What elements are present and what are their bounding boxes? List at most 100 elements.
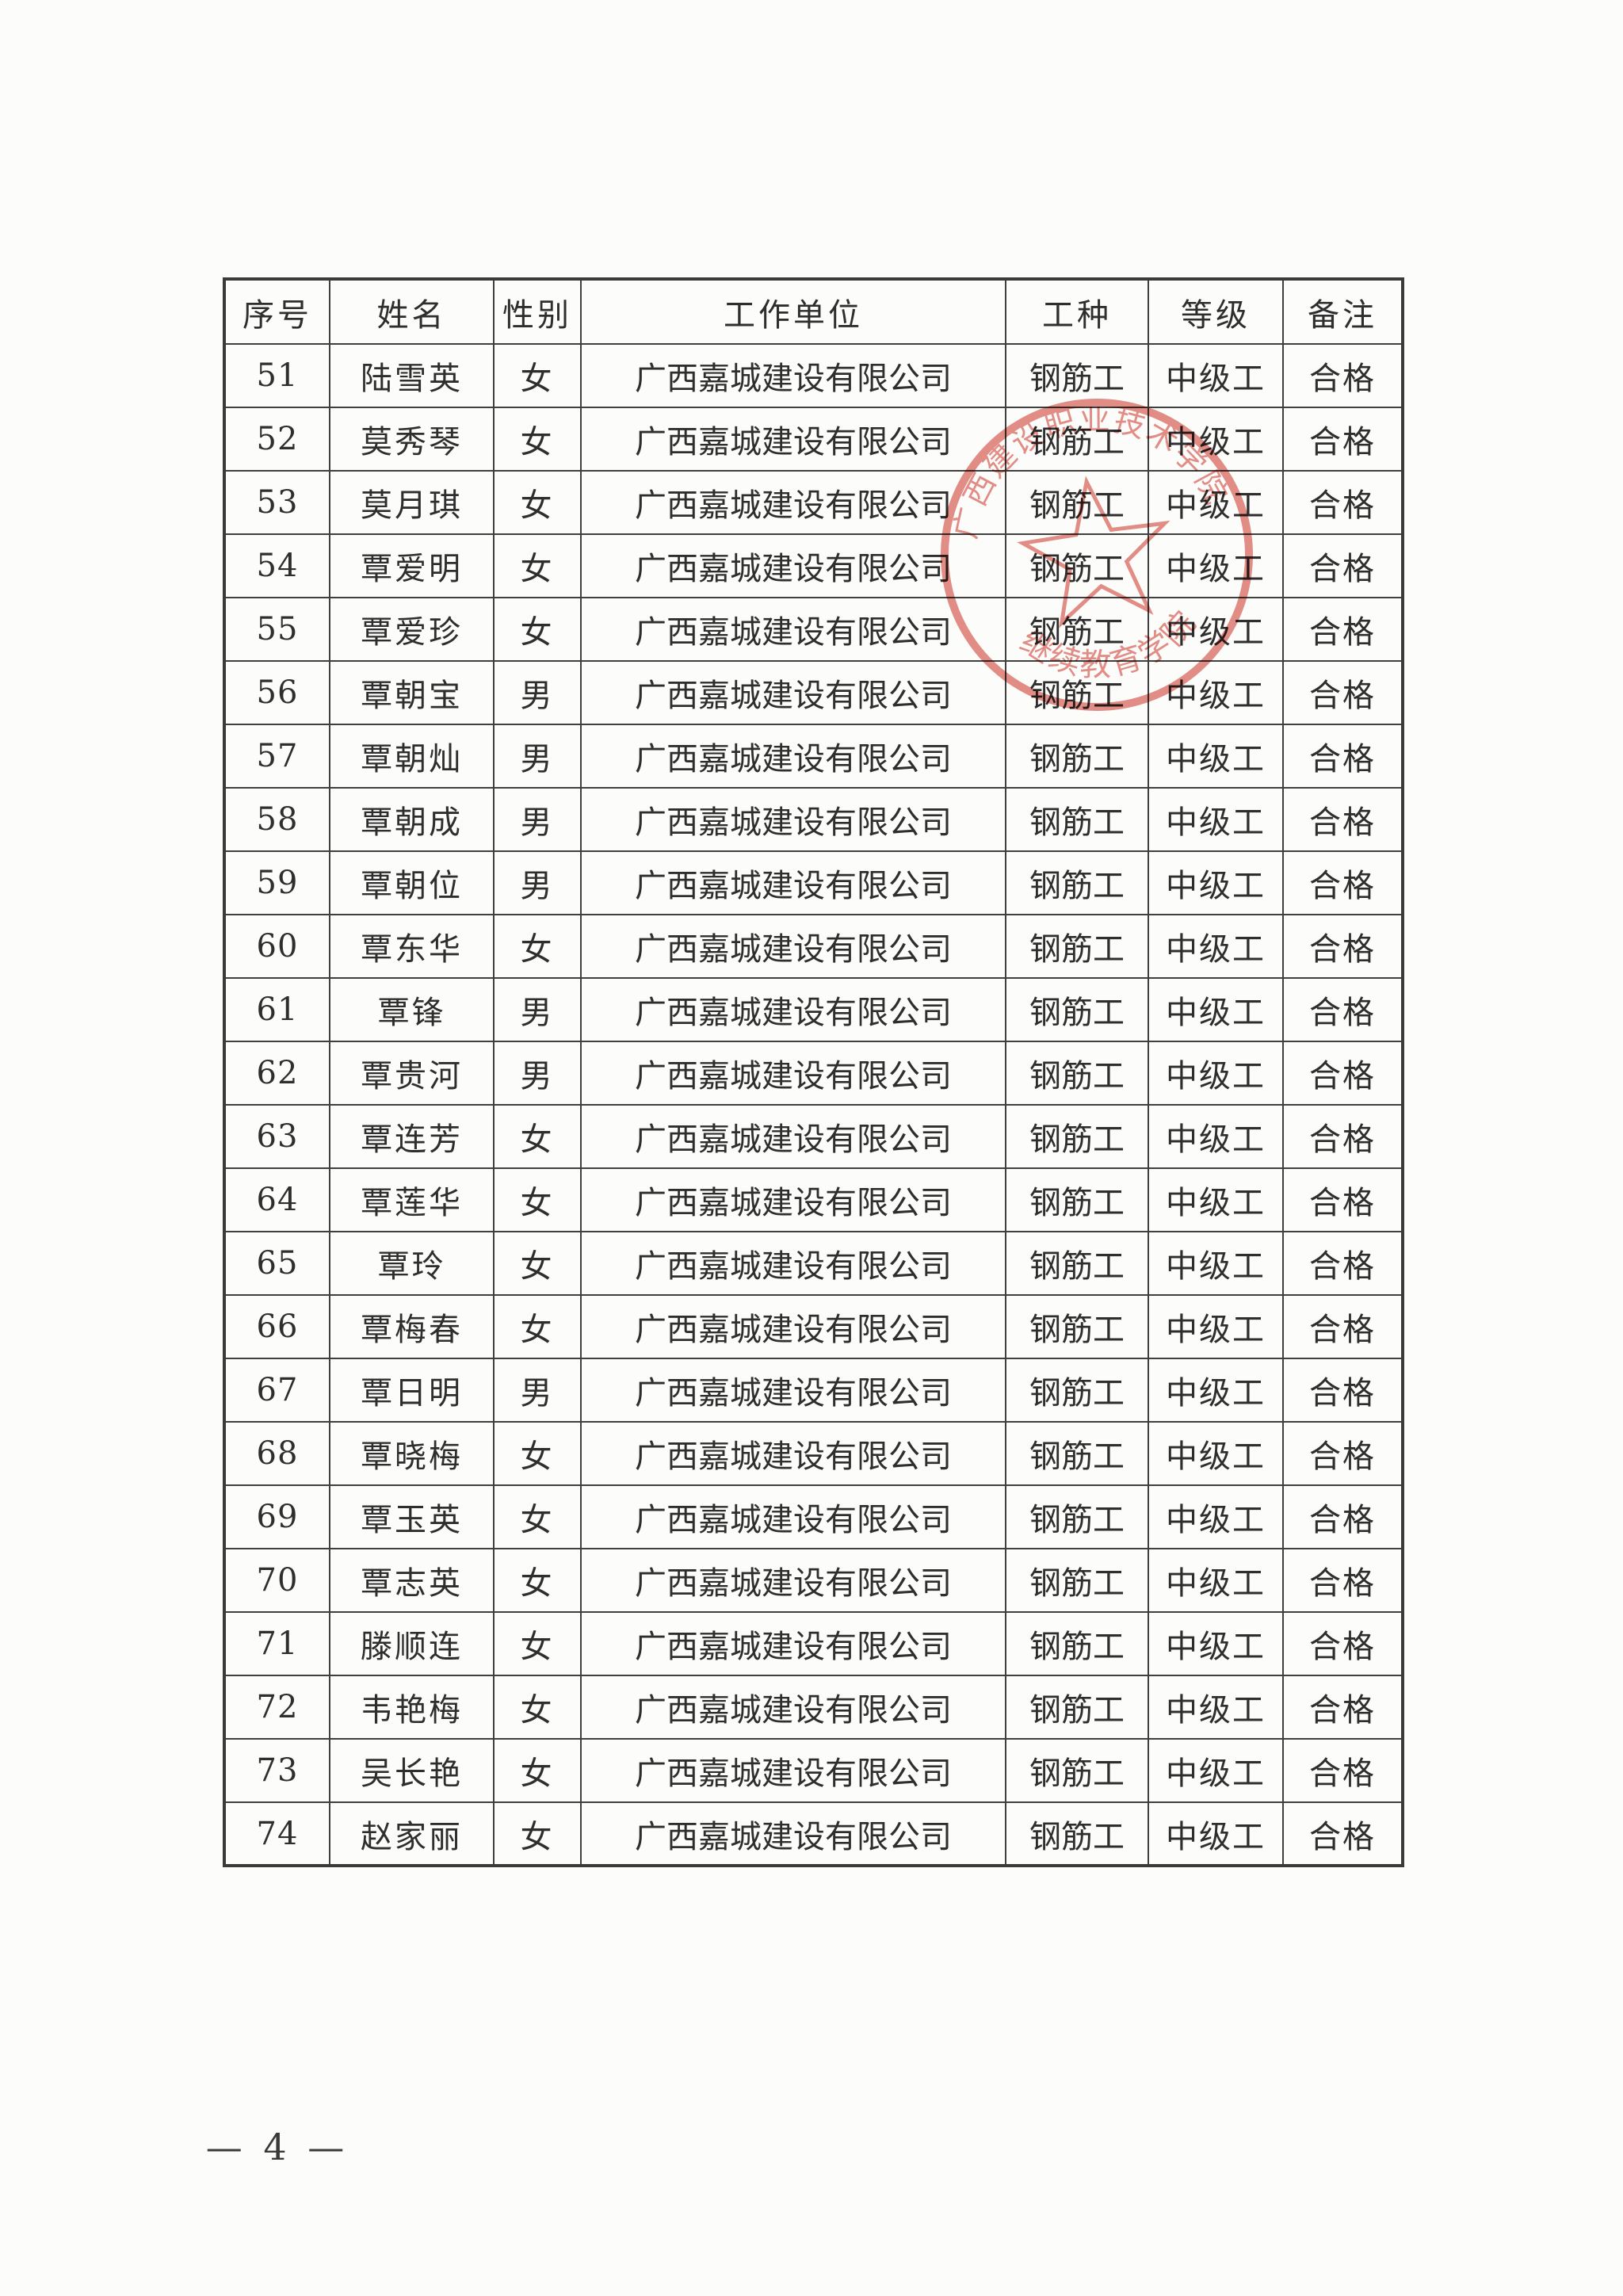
cell-gender: 男 xyxy=(493,724,582,789)
cell-remark: 合格 xyxy=(1282,1167,1403,1232)
table-row: 67 覃日明男广西嘉城建设有限公司 钢筋工 中级工 合格 xyxy=(223,1358,1403,1423)
cell-job-type: 钢筋工 xyxy=(1005,470,1149,535)
cell-gender: 女 xyxy=(493,1231,582,1296)
cell-no: 53 xyxy=(223,470,330,535)
table-row: 57 覃朝灿男广西嘉城建设有限公司 钢筋工 中级工 合格 xyxy=(223,724,1403,789)
cell-gender: 女 xyxy=(493,1167,582,1232)
cell-grade: 中级工 xyxy=(1148,1104,1284,1169)
table-row: 51 陆雪英女广西嘉城建设有限公司 钢筋工 中级工 合格 xyxy=(223,343,1403,408)
cell-name: 覃玲 xyxy=(329,1231,495,1296)
cell-grade: 中级工 xyxy=(1148,1231,1284,1296)
cell-name: 赵家丽 xyxy=(329,1801,495,1866)
page-number: — 4 — xyxy=(205,2126,349,2168)
table-row: 66 覃梅春女广西嘉城建设有限公司 钢筋工 中级工 合格 xyxy=(223,1294,1403,1359)
cell-grade: 中级工 xyxy=(1148,850,1284,915)
cell-work-unit: 广西嘉城建设有限公司 xyxy=(580,1801,1006,1866)
cell-remark: 合格 xyxy=(1282,470,1403,535)
column-header-no: 序号 xyxy=(223,278,330,345)
table-row: 64 覃莲华女广西嘉城建设有限公司 钢筋工 中级工 合格 xyxy=(223,1167,1403,1232)
cell-work-unit: 广西嘉城建设有限公司 xyxy=(580,850,1006,915)
cell-grade: 中级工 xyxy=(1148,470,1284,535)
cell-no: 74 xyxy=(223,1801,330,1866)
cell-work-unit: 广西嘉城建设有限公司 xyxy=(580,1104,1006,1169)
cell-no: 72 xyxy=(223,1675,330,1740)
cell-work-unit: 广西嘉城建设有限公司 xyxy=(580,1675,1006,1740)
cell-name: 覃玉英 xyxy=(329,1484,495,1549)
table-row: 73 吴长艳女广西嘉城建设有限公司 钢筋工 中级工 合格 xyxy=(223,1738,1403,1803)
cell-gender: 女 xyxy=(493,533,582,598)
cell-work-unit: 广西嘉城建设有限公司 xyxy=(580,597,1006,662)
cell-remark: 合格 xyxy=(1282,1358,1403,1423)
table-row: 63 覃连芳女广西嘉城建设有限公司 钢筋工 中级工 合格 xyxy=(223,1104,1403,1169)
cell-job-type: 钢筋工 xyxy=(1005,1104,1149,1169)
cell-job-type: 钢筋工 xyxy=(1005,597,1149,662)
cell-job-type: 钢筋工 xyxy=(1005,1801,1149,1866)
cell-no: 51 xyxy=(223,343,330,408)
cell-no: 61 xyxy=(223,977,330,1042)
cell-grade: 中级工 xyxy=(1148,533,1284,598)
cell-grade: 中级工 xyxy=(1148,914,1284,979)
cell-work-unit: 广西嘉城建设有限公司 xyxy=(580,343,1006,408)
cell-remark: 合格 xyxy=(1282,1231,1403,1296)
cell-grade: 中级工 xyxy=(1148,1484,1284,1549)
cell-no: 60 xyxy=(223,914,330,979)
cell-no: 54 xyxy=(223,533,330,598)
cell-name: 覃朝宝 xyxy=(329,660,495,725)
cell-job-type: 钢筋工 xyxy=(1005,1231,1149,1296)
cell-name: 覃朝位 xyxy=(329,850,495,915)
cell-remark: 合格 xyxy=(1282,407,1403,472)
cell-work-unit: 广西嘉城建设有限公司 xyxy=(580,1548,1006,1613)
cell-job-type: 钢筋工 xyxy=(1005,787,1149,852)
cell-gender: 女 xyxy=(493,1675,582,1740)
cell-remark: 合格 xyxy=(1282,343,1403,408)
column-header-grade: 等级 xyxy=(1148,278,1284,345)
cell-work-unit: 广西嘉城建设有限公司 xyxy=(580,1738,1006,1803)
cell-remark: 合格 xyxy=(1282,787,1403,852)
cell-gender: 男 xyxy=(493,1041,582,1106)
table-row: 70 覃志英女广西嘉城建设有限公司 钢筋工 中级工 合格 xyxy=(223,1548,1403,1613)
cell-no: 66 xyxy=(223,1294,330,1359)
table-row: 52 莫秀琴女广西嘉城建设有限公司 钢筋工 中级工 合格 xyxy=(223,407,1403,472)
table-row: 61 覃锋男广西嘉城建设有限公司 钢筋工 中级工 合格 xyxy=(223,977,1403,1042)
column-header-name: 姓名 xyxy=(329,278,495,345)
cell-job-type: 钢筋工 xyxy=(1005,724,1149,789)
column-header-work-unit: 工作单位 xyxy=(580,278,1006,345)
cell-grade: 中级工 xyxy=(1148,1421,1284,1486)
cell-name: 莫月琪 xyxy=(329,470,495,535)
cell-gender: 女 xyxy=(493,407,582,472)
cell-remark: 合格 xyxy=(1282,977,1403,1042)
cell-job-type: 钢筋工 xyxy=(1005,1548,1149,1613)
table-row: 72 韦艳梅女广西嘉城建设有限公司 钢筋工 中级工 合格 xyxy=(223,1675,1403,1740)
cell-grade: 中级工 xyxy=(1148,1548,1284,1613)
cell-grade: 中级工 xyxy=(1148,1675,1284,1740)
cell-gender: 女 xyxy=(493,1421,582,1486)
cell-job-type: 钢筋工 xyxy=(1005,977,1149,1042)
cell-grade: 中级工 xyxy=(1148,724,1284,789)
cell-name: 覃晓梅 xyxy=(329,1421,495,1486)
cell-remark: 合格 xyxy=(1282,850,1403,915)
table-row: 62 覃贵河男广西嘉城建设有限公司 钢筋工 中级工 合格 xyxy=(223,1041,1403,1106)
cell-remark: 合格 xyxy=(1282,1484,1403,1549)
cell-work-unit: 广西嘉城建设有限公司 xyxy=(580,724,1006,789)
cell-no: 68 xyxy=(223,1421,330,1486)
table-row: 59 覃朝位男广西嘉城建设有限公司 钢筋工 中级工 合格 xyxy=(223,850,1403,915)
cell-gender: 女 xyxy=(493,1294,582,1359)
cell-no: 58 xyxy=(223,787,330,852)
cell-job-type: 钢筋工 xyxy=(1005,1675,1149,1740)
cell-job-type: 钢筋工 xyxy=(1005,1167,1149,1232)
cell-name: 滕顺连 xyxy=(329,1611,495,1676)
table-row: 71 滕顺连女广西嘉城建设有限公司 钢筋工 中级工 合格 xyxy=(223,1611,1403,1676)
cell-work-unit: 广西嘉城建设有限公司 xyxy=(580,533,1006,598)
cell-work-unit: 广西嘉城建设有限公司 xyxy=(580,1231,1006,1296)
cell-name: 覃贵河 xyxy=(329,1041,495,1106)
cell-no: 64 xyxy=(223,1167,330,1232)
cell-work-unit: 广西嘉城建设有限公司 xyxy=(580,660,1006,725)
cell-name: 覃爱珍 xyxy=(329,597,495,662)
cell-name: 覃志英 xyxy=(329,1548,495,1613)
cell-work-unit: 广西嘉城建设有限公司 xyxy=(580,1421,1006,1486)
cell-no: 55 xyxy=(223,597,330,662)
cell-grade: 中级工 xyxy=(1148,1738,1284,1803)
cell-job-type: 钢筋工 xyxy=(1005,1041,1149,1106)
cell-grade: 中级工 xyxy=(1148,660,1284,725)
cell-work-unit: 广西嘉城建设有限公司 xyxy=(580,914,1006,979)
